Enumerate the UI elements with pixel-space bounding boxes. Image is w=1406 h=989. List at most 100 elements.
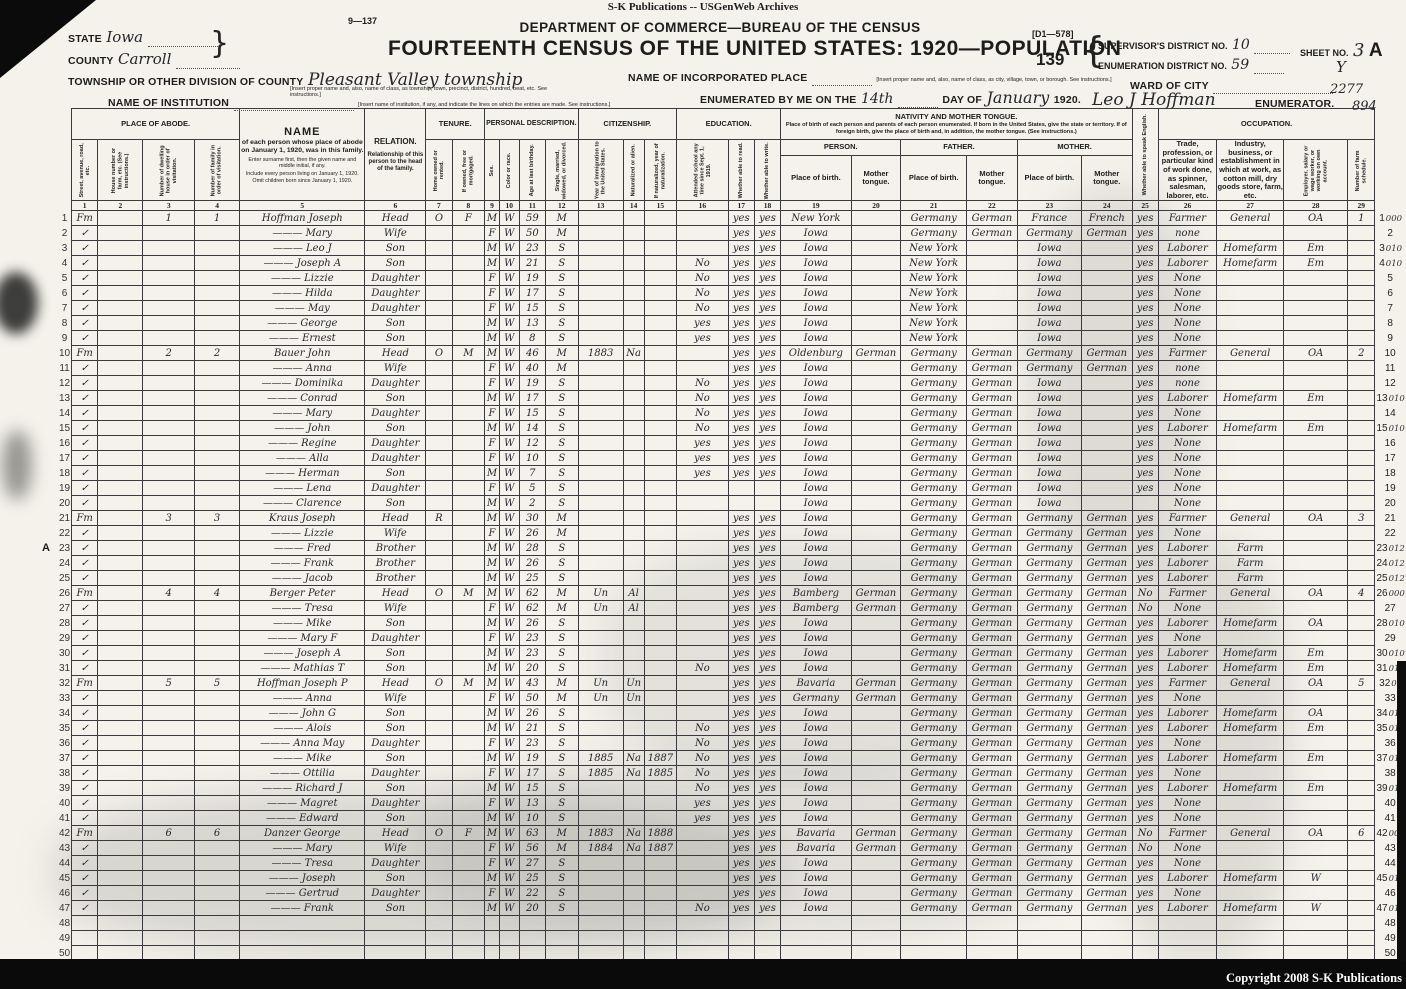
cell-mmt: German [1080,645,1133,662]
cell-farmnum [1347,390,1376,407]
cell-sex: F [484,405,500,422]
dotted-line [1253,61,1284,74]
column-header-english: Whether able to speak English. [1132,108,1159,201]
cell-owned [425,855,453,872]
cell-sex: F [484,480,500,497]
cell-mmt [1080,420,1133,437]
cell-write: yes [753,405,782,422]
day-of-label: DAY OF [942,94,983,106]
ward-label: WARD OF CITY [1130,80,1209,92]
cell-mmt: German [1080,600,1133,617]
cell-english: yes [1131,570,1159,587]
table-row: 20 ✓ ——— Clarence Son M W 2 S Iowa Germany German I… [58,495,1406,512]
cell-fmt: German [966,345,1018,362]
cell-employ: Em [1283,420,1349,437]
cell-school: No [676,270,729,287]
cell-age: 63 [518,825,546,842]
cell-mt [850,495,902,512]
cell-trade [1157,930,1218,947]
cell-nat [622,435,645,452]
cell-industry: Homefarm [1216,255,1285,272]
cell-pob: Iowa [780,495,852,512]
cell-house [97,840,144,857]
cell-mt [850,285,902,302]
cell-write: yes [753,585,782,602]
cell-mpob: Germany [1016,660,1082,677]
cell-fmt: German [966,630,1018,647]
ink-smudge [2,430,32,500]
cell-fmt: German [966,225,1018,242]
cell-name: ——— Clarence [239,495,366,512]
cell-fpob [900,915,968,932]
cell-relation: Daughter [364,285,427,302]
cell-sex: F [484,735,500,752]
line-number-right: 17 [1374,450,1406,466]
cell-age: 43 [518,675,546,692]
cell-dwelling [142,435,195,452]
cell-name: ——— Mary [239,225,366,242]
cell-pob: Iowa [780,300,852,317]
cell-street: ✓ [71,390,99,407]
line-number-column-header [1374,108,1406,211]
cell-pob: Bamberg [780,585,852,602]
cell-trade: Farmer [1157,585,1218,602]
cell-employ: OA [1283,510,1349,527]
cell-mpob: Iowa [1016,435,1082,452]
cell-sex: M [484,315,500,332]
cell-race: W [498,495,520,512]
cell-owned: O [425,825,453,842]
cell-employ [1283,285,1349,302]
cell-street: Fm [71,675,99,692]
cell-trade: None [1157,480,1218,497]
cell-trade: Laborer [1157,780,1218,797]
line-number-left: 31 [58,662,71,674]
cell-mpob: Germany [1016,615,1082,632]
cell-farmnum [1347,225,1376,242]
cell-name: ——— Tresa [239,855,366,872]
sheet-no-field: SHEET NO. 3 A [1300,40,1383,62]
cell-marital: S [544,750,579,767]
cell-natyr [643,555,678,572]
cell-street: Fm [71,510,99,527]
cell-race: W [498,795,520,812]
cell-mmt: German [1080,855,1133,872]
cell-industry: General [1216,825,1285,842]
cell-natyr [643,300,678,317]
cell-fmt: German [966,660,1018,677]
cell-mmt: German [1080,675,1133,692]
cell-family [193,810,241,827]
cell-age: 15 [518,780,546,797]
cell-name: ——— Jacob [239,570,366,587]
cell-nat [622,510,645,527]
cell-dwelling [142,375,195,392]
cell-marital: M [544,510,579,527]
cell-free [451,330,486,347]
scan-edge-right [1397,661,1406,961]
cell-employ: OA [1283,615,1349,632]
cell-english: yes [1131,435,1159,452]
cell-mmt: German [1080,225,1133,242]
cell-street: ✓ [71,525,99,542]
cell-nat: Na [622,825,645,842]
cell-school: yes [676,450,729,467]
cell-industry [1216,630,1285,647]
cell-street: ✓ [71,855,99,872]
cell-fpob: Germany [900,225,968,242]
cell-employ [1283,330,1349,347]
county-label: COUNTY [68,55,114,67]
cell-mt [850,510,902,527]
cell-trade: Farmer [1157,210,1218,227]
cell-school [676,855,729,872]
cell-age: 50 [518,690,546,707]
cell-sex: M [484,825,500,842]
cell-family [193,840,241,857]
cell-dwelling [142,840,195,857]
cell-sex: M [484,900,500,917]
line-number-right: 24012 [1374,555,1406,571]
cell-owned [425,375,453,392]
cell-dwelling [142,900,195,917]
cell-imm [577,510,624,527]
cell-race: W [498,390,520,407]
line-number-left: 42 [58,827,71,839]
